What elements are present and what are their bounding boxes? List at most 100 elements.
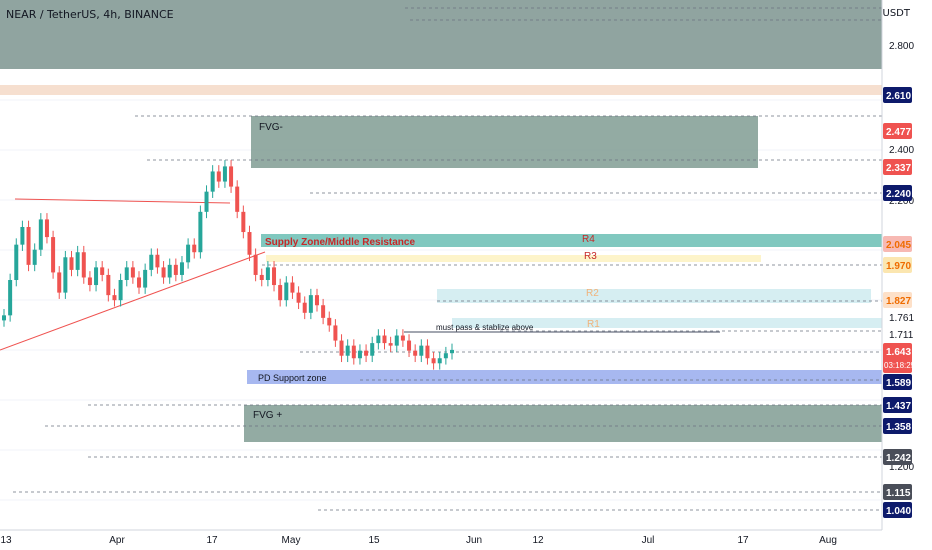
price-label: 1.437: [886, 401, 911, 412]
price-label-bg: [883, 159, 912, 175]
candle-body: [364, 350, 369, 356]
candle-body: [106, 274, 111, 296]
candle-body: [241, 211, 246, 233]
candle-body: [413, 350, 418, 356]
x-tick-label: 15: [368, 535, 380, 546]
price-label: 1.970: [886, 261, 911, 272]
fvg-minus-label: FVG-: [259, 122, 283, 133]
y-tick-label: 2.200: [889, 196, 914, 207]
candle-body: [437, 358, 442, 364]
candle-body: [357, 350, 362, 359]
trend-line-top: [14, 198, 231, 204]
x-tick-label: 17: [206, 535, 218, 546]
candle-body: [179, 262, 184, 275]
candle-body: [173, 264, 178, 275]
r1-label: R1: [587, 319, 600, 330]
candle-body: [235, 186, 240, 212]
candle-body: [63, 257, 68, 293]
r3-zone: [266, 255, 761, 262]
candle-body: [388, 343, 393, 346]
r2-label: R2: [586, 288, 599, 299]
candle-body: [425, 345, 430, 359]
price-label: 2.337: [886, 163, 911, 174]
candle-body: [186, 244, 191, 263]
price-label-bg: [883, 87, 912, 103]
candle-body: [69, 257, 74, 270]
chart-title: NEAR / TetherUS, 4h, BINANCE: [6, 8, 174, 21]
band-2610: [0, 85, 882, 95]
candle-body: [376, 335, 381, 344]
candle-body: [382, 335, 387, 344]
candle-body: [284, 282, 289, 301]
fvg-minus-zone: [251, 116, 758, 168]
candle-body: [253, 254, 258, 275]
candle-body: [118, 279, 123, 301]
candle-body: [400, 335, 405, 341]
candle-body: [149, 254, 154, 270]
price-label-bg: [883, 502, 912, 518]
price-label-bg: [883, 123, 912, 139]
price-label-bg: [883, 292, 912, 308]
price-label-bg: [883, 418, 912, 434]
price-label-bg: [883, 397, 912, 413]
y-tick-label: 1.200: [889, 462, 914, 473]
candle-body: [44, 219, 49, 238]
price-label-bg: [883, 484, 912, 500]
candle-body: [247, 232, 252, 255]
currency-label: USDT: [882, 8, 910, 19]
candle-body: [14, 244, 19, 280]
supply-zone: [261, 234, 882, 247]
x-tick-label: Jun: [466, 535, 482, 546]
candle-body: [26, 226, 31, 265]
price-label: 1.358: [886, 422, 911, 433]
fvg-plus-zone: [244, 405, 882, 442]
candle-body: [75, 252, 80, 270]
x-tick-label: May: [282, 535, 301, 546]
candle-body: [450, 349, 454, 354]
supply-zone-label: Supply Zone/Middle Resistance: [265, 237, 415, 248]
candle-body: [100, 267, 105, 275]
candle-body: [394, 335, 399, 346]
fvg-plus-label: FVG +: [253, 410, 282, 421]
y-tick-label: 1.761: [889, 313, 914, 324]
candle-body: [216, 171, 221, 182]
candle-body: [302, 302, 307, 313]
price-label: 1.040: [886, 506, 911, 517]
r1-zone: [452, 318, 882, 328]
candle-body: [94, 267, 99, 286]
candle-body: [339, 340, 344, 356]
y-tick-label: 1.711: [889, 330, 914, 341]
candle-body: [296, 292, 301, 303]
candle-body: [419, 345, 424, 356]
candle-body: [308, 295, 313, 313]
x-tick-label: Apr: [109, 535, 125, 546]
candle-body: [345, 345, 350, 356]
price-label: 1.589: [886, 378, 911, 389]
candle-body: [210, 171, 215, 192]
candle-body: [265, 267, 270, 280]
candle-body: [20, 226, 25, 245]
must-pass-label: must pass & stablize above: [436, 323, 534, 332]
r2-zone: [437, 289, 871, 303]
price-label: 1.827: [886, 296, 911, 307]
candle-body: [161, 267, 166, 278]
price-label: 1.242: [886, 453, 911, 464]
countdown-label: 03:18:25: [884, 361, 916, 370]
candle-body: [259, 274, 264, 280]
candle-body: [443, 353, 448, 359]
x-tick-label: 13: [0, 535, 12, 546]
top-zone: [0, 0, 882, 69]
candle-body: [278, 285, 283, 301]
candle-body: [8, 279, 13, 316]
r3-label: R3: [584, 251, 597, 262]
price-label-bg: [883, 185, 912, 201]
candle-body: [370, 343, 375, 356]
price-label: 1.115: [886, 488, 911, 499]
candle-body: [130, 267, 135, 278]
candle-body: [333, 325, 338, 341]
candle-body: [272, 267, 277, 286]
candle-body: [167, 264, 172, 278]
price-label: 2.045: [886, 240, 911, 251]
price-label-bg: [883, 257, 912, 273]
